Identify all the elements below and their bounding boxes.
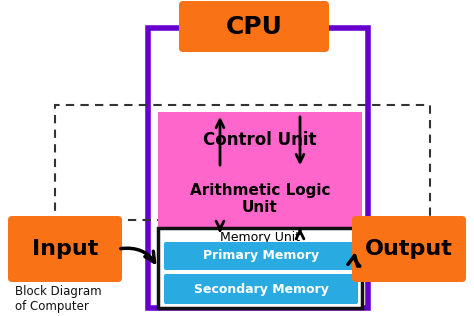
- Text: Arithmetic Logic
Unit: Arithmetic Logic Unit: [190, 183, 330, 215]
- FancyBboxPatch shape: [164, 274, 358, 304]
- FancyBboxPatch shape: [148, 28, 368, 308]
- FancyBboxPatch shape: [158, 228, 362, 308]
- Text: Control Unit: Control Unit: [203, 131, 317, 149]
- FancyBboxPatch shape: [8, 216, 122, 282]
- FancyBboxPatch shape: [179, 1, 329, 52]
- Text: of Computer: of Computer: [15, 300, 89, 313]
- Text: Memory Unit: Memory Unit: [220, 230, 300, 244]
- Text: Input: Input: [32, 239, 98, 259]
- Text: Secondary Memory: Secondary Memory: [193, 283, 328, 295]
- FancyBboxPatch shape: [352, 216, 466, 282]
- FancyBboxPatch shape: [158, 112, 362, 168]
- Text: Output: Output: [365, 239, 453, 259]
- Bar: [55, 105, 430, 220]
- FancyBboxPatch shape: [158, 168, 362, 230]
- Text: Block Diagram: Block Diagram: [15, 285, 101, 298]
- FancyBboxPatch shape: [164, 242, 358, 270]
- Text: CPU: CPU: [226, 15, 283, 39]
- Text: Primary Memory: Primary Memory: [203, 250, 319, 263]
